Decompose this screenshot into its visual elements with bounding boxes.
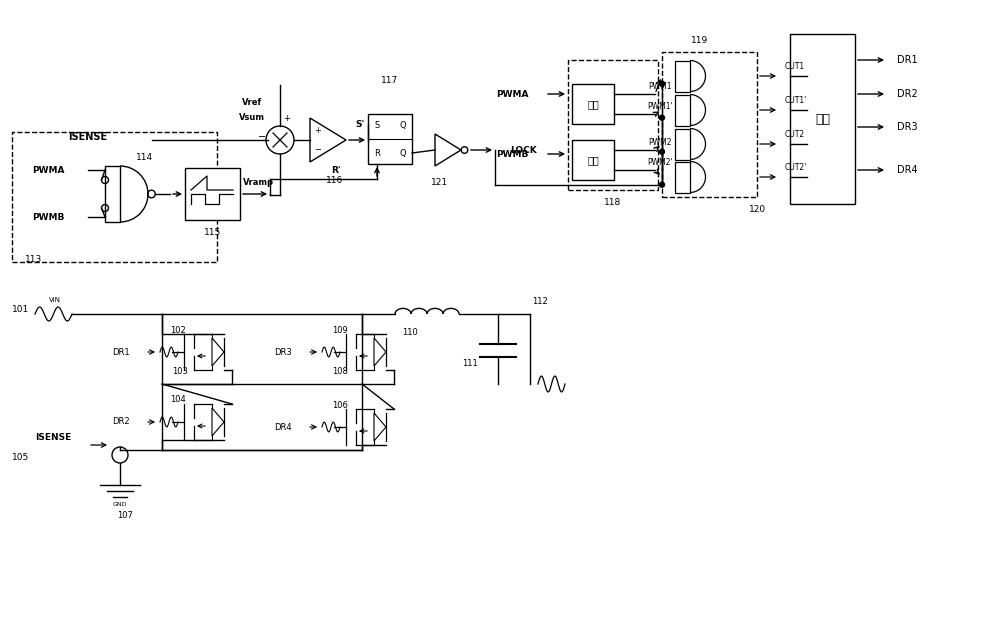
Text: PWM2: PWM2 [648, 138, 672, 147]
Text: DR3: DR3 [897, 122, 918, 132]
Bar [662, 52, 757, 197]
Bar [674, 95, 690, 126]
Bar [790, 34, 855, 204]
Text: 109: 109 [332, 325, 348, 334]
Bar [572, 140, 614, 180]
Bar [12, 132, 217, 262]
Text: 111: 111 [462, 360, 478, 368]
Text: PWMA: PWMA [32, 166, 64, 174]
Polygon shape [374, 338, 386, 366]
Text: 驱动: 驱动 [815, 112, 830, 126]
Text: PWMA: PWMA [496, 90, 528, 99]
Text: +: + [315, 126, 321, 135]
Text: ISENSE: ISENSE [68, 132, 107, 142]
Text: +: + [284, 114, 290, 123]
Polygon shape [310, 118, 346, 162]
Circle shape [660, 182, 664, 187]
Text: 110: 110 [402, 327, 418, 336]
Text: PWM1': PWM1' [647, 102, 673, 111]
Text: DR4: DR4 [274, 423, 292, 432]
Text: 103: 103 [172, 367, 188, 377]
Text: 101: 101 [12, 305, 29, 315]
Text: CUT1': CUT1' [785, 95, 807, 104]
Bar [674, 128, 690, 159]
Text: DR3: DR3 [274, 348, 292, 356]
Text: PWMB: PWMB [496, 150, 528, 159]
Circle shape [660, 115, 664, 120]
Text: DR1: DR1 [112, 348, 130, 356]
Text: 120: 120 [749, 205, 767, 214]
Text: S': S' [355, 119, 365, 128]
Text: 117: 117 [381, 75, 399, 85]
Circle shape [660, 149, 664, 154]
Text: 106: 106 [332, 401, 348, 410]
Text: Vref: Vref [242, 97, 262, 107]
Text: VIN: VIN [49, 297, 61, 303]
Text: Vramp: Vramp [243, 178, 274, 186]
Bar [674, 61, 690, 92]
Text: DR4: DR4 [897, 165, 918, 175]
Bar [185, 168, 240, 220]
Polygon shape [374, 413, 386, 441]
Text: LOCK: LOCK [510, 145, 537, 154]
Bar [572, 84, 614, 124]
Text: CUT2: CUT2 [785, 130, 805, 138]
Text: PWM2': PWM2' [647, 157, 673, 166]
Circle shape [660, 81, 664, 86]
Text: 118: 118 [604, 198, 622, 207]
Bar [105, 166, 120, 222]
Text: 116: 116 [326, 176, 344, 185]
Text: −: − [314, 145, 322, 154]
Text: CUT2': CUT2' [785, 162, 807, 171]
Text: PWM1: PWM1 [648, 82, 672, 90]
Text: CUT1: CUT1 [785, 61, 805, 71]
Text: 105: 105 [12, 454, 29, 463]
Bar [568, 60, 658, 190]
Text: Vsum: Vsum [239, 112, 265, 121]
Text: R̄: R̄ [374, 149, 380, 157]
Text: DR2: DR2 [897, 89, 918, 99]
Text: 114: 114 [136, 152, 154, 162]
Bar [674, 162, 690, 193]
Text: 115: 115 [204, 228, 221, 236]
Polygon shape [435, 134, 461, 166]
Text: 119: 119 [691, 35, 709, 44]
Text: 121: 121 [431, 178, 449, 186]
Text: 113: 113 [25, 255, 42, 264]
Text: DR1: DR1 [897, 55, 918, 65]
Text: R': R' [331, 166, 341, 174]
Text: 死区: 死区 [587, 99, 599, 109]
Text: 102: 102 [170, 325, 186, 334]
Text: 死区: 死区 [587, 155, 599, 165]
Bar [368, 114, 412, 164]
Polygon shape [212, 338, 224, 366]
Text: −: − [258, 132, 266, 142]
Text: 107: 107 [117, 511, 133, 520]
Text: DR2: DR2 [112, 418, 130, 427]
Text: 112: 112 [532, 298, 548, 307]
Text: 104: 104 [170, 396, 186, 404]
Text: Q: Q [400, 149, 406, 157]
Text: ISENSE: ISENSE [35, 434, 71, 442]
Text: 108: 108 [332, 367, 348, 377]
Text: S̄: S̄ [374, 121, 380, 130]
Text: GND: GND [113, 502, 127, 507]
Text: PWMB: PWMB [32, 212, 64, 221]
Text: Q̄: Q̄ [400, 121, 406, 130]
Polygon shape [212, 408, 224, 436]
